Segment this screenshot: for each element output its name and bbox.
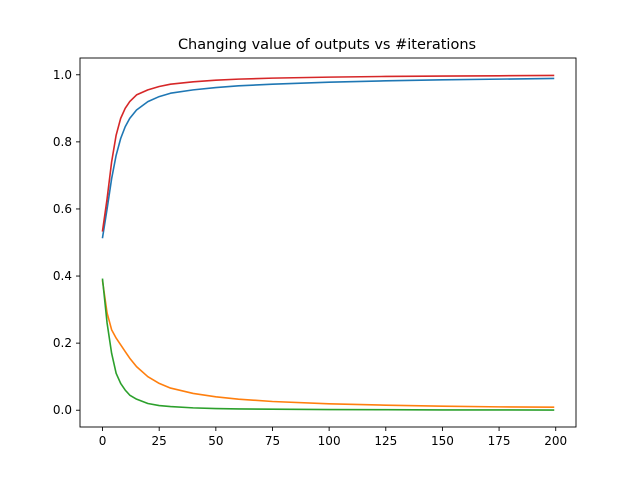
x-tick-label: 0 xyxy=(99,434,107,448)
x-tick-label: 100 xyxy=(318,434,341,448)
x-tick-label: 125 xyxy=(374,434,397,448)
x-tick-label: 50 xyxy=(208,434,223,448)
chart-title: Changing value of outputs vs #iterations xyxy=(178,37,476,53)
series-line-1 xyxy=(101,77,555,239)
y-tick-label: 0.4 xyxy=(53,269,72,283)
x-tick-label: 175 xyxy=(488,434,511,448)
series-line-3 xyxy=(101,278,555,411)
series-line-2 xyxy=(101,280,555,409)
series-line-4 xyxy=(101,74,555,232)
plot-frame xyxy=(79,57,577,428)
x-tick-label: 75 xyxy=(265,434,280,448)
x-tick-label: 150 xyxy=(431,434,454,448)
series-layer xyxy=(101,74,555,411)
y-tick-label: 1.0 xyxy=(53,68,72,82)
axes-layer: 0 25 50 75 100 125 150 175 200 0.0 0.2 0.4 0.6 0.8 1.0 xyxy=(53,57,577,448)
x-tick-label: 200 xyxy=(544,434,567,448)
y-tick-label: 0.0 xyxy=(53,403,72,417)
y-tick-label: 0.8 xyxy=(53,135,72,149)
y-tick-label: 0.6 xyxy=(53,202,72,216)
y-tick-label: 0.2 xyxy=(53,336,72,350)
x-tick-label: 25 xyxy=(152,434,167,448)
